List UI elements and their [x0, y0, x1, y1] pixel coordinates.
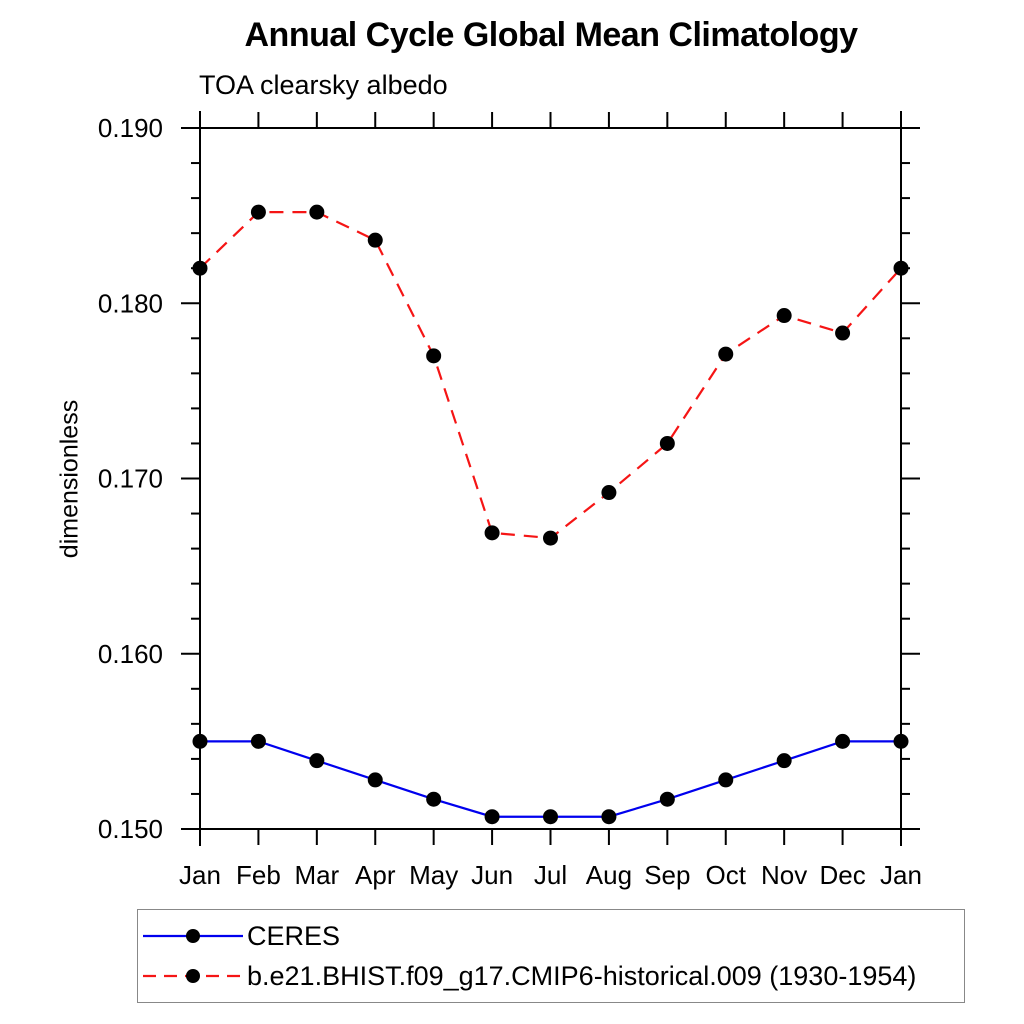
legend-sample-solid-line	[143, 929, 243, 943]
x-tick-label: May	[409, 860, 458, 890]
data-point-marker	[250, 733, 266, 749]
x-tick-label: Dec	[819, 860, 865, 890]
x-tick-label: Jul	[534, 860, 567, 890]
data-point-marker	[893, 733, 909, 749]
x-tick-label: Jan	[179, 860, 221, 890]
x-tick-label: Nov	[761, 860, 807, 890]
y-tick-label: 0.170	[98, 464, 163, 494]
data-point-marker	[893, 260, 909, 276]
data-point-marker	[543, 530, 558, 546]
x-tick-label: Jun	[471, 860, 513, 890]
data-point-marker	[835, 325, 851, 341]
data-point-marker	[426, 791, 442, 807]
series-line-solid	[200, 740, 901, 818]
legend-box: CERES b.e21.BHIST.f09_g17.CMIP6-historic…	[137, 909, 965, 1003]
data-point-marker	[367, 772, 383, 788]
data-point-marker	[718, 772, 734, 788]
legend-entry-model: b.e21.BHIST.f09_g17.CMIP6-historical.009…	[141, 959, 964, 993]
chart-subtitle: TOA clearsky albedo	[199, 70, 448, 100]
y-tick-label: 0.160	[98, 639, 163, 669]
legend-label-model: b.e21.BHIST.f09_g17.CMIP6-historical.009…	[247, 960, 917, 991]
x-tick-label: Feb	[236, 860, 281, 890]
x-tick-label: Sep	[644, 860, 690, 890]
legend-label-ceres: CERES	[247, 920, 341, 951]
legend-marker-dot	[186, 929, 200, 943]
y-tick-label: 0.190	[98, 113, 163, 143]
data-point-marker	[659, 435, 675, 451]
data-point-marker	[601, 809, 617, 825]
x-tick-label: Aug	[586, 860, 632, 890]
data-point-marker	[484, 809, 500, 825]
data-point-marker	[776, 308, 792, 324]
data-point-marker	[192, 733, 208, 749]
data-point-marker	[601, 485, 617, 501]
x-tick-label: Oct	[706, 860, 747, 890]
data-point-marker	[835, 733, 851, 749]
data-point-marker	[659, 791, 675, 807]
x-tick-label: Apr	[355, 860, 396, 890]
data-point-marker	[367, 232, 383, 248]
data-point-marker	[309, 204, 325, 220]
legend-marker-dot	[186, 969, 200, 983]
chart-title: Annual Cycle Global Mean Climatology	[244, 16, 859, 54]
data-point-marker	[543, 809, 558, 825]
legend-sample-dashed-line	[143, 969, 243, 983]
data-point-marker	[250, 204, 266, 220]
data-point-marker	[309, 753, 325, 769]
data-point-marker	[426, 348, 442, 364]
data-point-marker	[718, 346, 734, 362]
x-tick-label: Jan	[880, 860, 922, 890]
data-point-marker	[484, 525, 500, 541]
series-line-dashed	[199, 211, 902, 540]
data-point-marker	[192, 260, 208, 276]
x-tick-label: Mar	[294, 860, 339, 890]
legend-entry-ceres: CERES	[141, 919, 964, 953]
data-point-marker	[776, 753, 792, 769]
y-tick-label: 0.180	[98, 288, 163, 318]
y-tick-label: 0.150	[98, 814, 163, 844]
